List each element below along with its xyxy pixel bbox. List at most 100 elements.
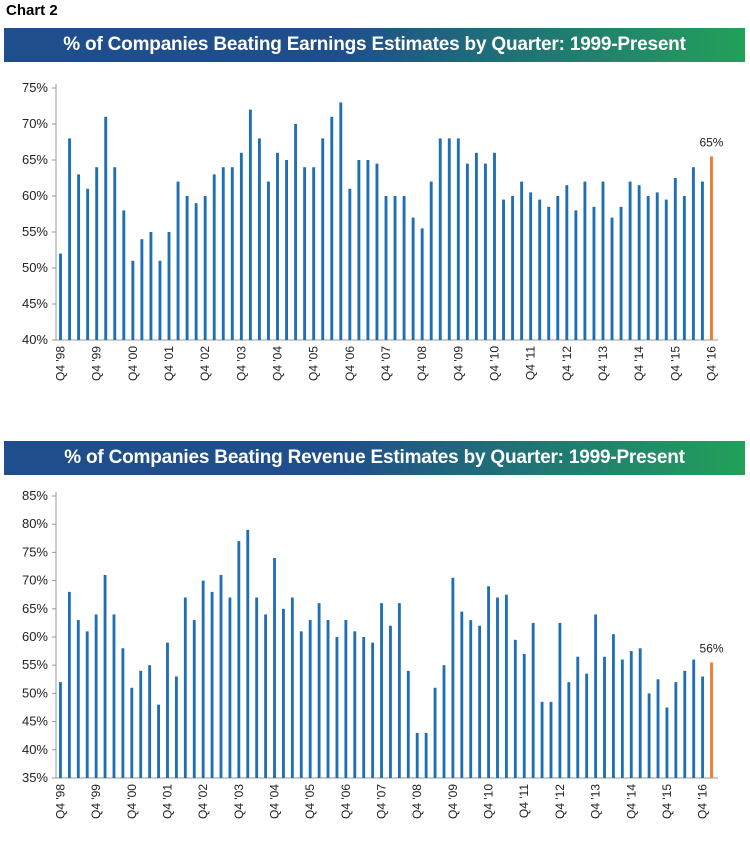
bar	[308, 620, 312, 778]
x-tick-label: Q4 '11	[517, 784, 531, 818]
y-tick-label: 60%	[22, 188, 48, 203]
bar	[478, 625, 482, 778]
x-tick-label: Q4 '00	[125, 784, 139, 819]
x-tick-label: Q4 '07	[379, 346, 393, 381]
bar	[603, 656, 606, 778]
bar	[264, 614, 268, 778]
bar	[294, 124, 298, 340]
bar	[411, 217, 415, 340]
bar	[594, 614, 598, 778]
highlight-bar	[710, 662, 713, 778]
bar	[282, 608, 285, 778]
bar	[682, 196, 686, 340]
bar	[493, 152, 496, 340]
bar	[433, 687, 437, 778]
bar	[465, 163, 469, 340]
x-tick-label: Q4 '15	[668, 346, 682, 381]
y-tick-label: 70%	[22, 116, 48, 131]
x-tick-label: Q4 '09	[451, 346, 465, 381]
y-tick-label: 75%	[22, 544, 48, 559]
bar	[86, 188, 90, 340]
bar	[371, 642, 375, 778]
bar	[646, 196, 650, 340]
bar	[389, 625, 392, 778]
bar	[442, 665, 446, 778]
y-tick-label: 40%	[22, 742, 48, 757]
bar	[558, 622, 562, 778]
x-tick-label: Q4 '05	[303, 784, 317, 819]
bar	[511, 196, 515, 340]
y-tick-label: 60%	[22, 629, 48, 644]
bar	[556, 196, 560, 340]
bar	[130, 687, 134, 778]
x-tick-label: Q4 '02	[196, 784, 210, 819]
y-tick-label: 85%	[22, 488, 48, 503]
bar	[513, 639, 517, 778]
y-tick-label: 55%	[22, 657, 48, 672]
bar	[549, 701, 553, 778]
bar	[303, 167, 307, 340]
y-tick-label: 50%	[22, 260, 48, 275]
x-tick-label: Q4 '16	[696, 784, 710, 819]
y-tick-label: 45%	[22, 714, 48, 729]
bar	[384, 196, 388, 340]
bar	[239, 152, 243, 340]
y-tick-label: 70%	[22, 573, 48, 588]
bar	[420, 228, 424, 340]
bar	[257, 138, 261, 340]
revenue-beat-chart: 35% 40% 45% 50% 55% 60% 65% 70% 75% 80% 85% 56% Q4 '…	[22, 488, 724, 819]
bar	[547, 206, 551, 340]
x-tick-label: Q4 '13	[589, 784, 603, 819]
bar	[628, 181, 632, 340]
x-tick-label: Q4 '09	[446, 784, 460, 819]
bar	[612, 634, 615, 778]
bar	[276, 152, 279, 340]
x-tick-label: Q4 '12	[553, 784, 567, 819]
bar	[185, 196, 189, 340]
bar	[451, 577, 455, 778]
bar	[321, 138, 325, 340]
bar	[77, 174, 81, 340]
bar	[85, 631, 89, 778]
bar	[166, 642, 169, 778]
bar	[456, 138, 460, 340]
bar	[221, 167, 225, 340]
x-tick-label: Q4 '01	[160, 784, 174, 819]
bar	[248, 109, 252, 340]
bar	[601, 181, 605, 340]
bar	[665, 707, 669, 778]
bar	[113, 167, 117, 340]
x-tick-label: Q4 '03	[232, 784, 246, 819]
bar	[285, 160, 288, 340]
bar	[620, 659, 624, 778]
bar	[317, 603, 321, 778]
bar	[230, 167, 234, 340]
bar	[655, 192, 659, 340]
bar	[531, 622, 535, 778]
x-tick-label: Q4 '06	[339, 784, 353, 819]
x-tick-label: Q4 '99	[90, 346, 104, 381]
bar	[585, 673, 589, 778]
x-tick-label: Q4 '02	[198, 346, 212, 381]
bar	[267, 181, 270, 340]
bar	[538, 199, 542, 340]
bar	[504, 594, 508, 778]
bar	[362, 637, 366, 778]
bar	[67, 591, 71, 778]
bar	[158, 260, 162, 340]
bar	[438, 138, 442, 340]
bar	[326, 620, 330, 778]
bar	[424, 732, 428, 778]
bar	[496, 597, 499, 778]
x-tick-label: Q4 '01	[162, 346, 176, 381]
y-tick-label: 65%	[22, 601, 48, 616]
bar	[502, 199, 505, 340]
bar	[460, 611, 464, 778]
bar	[701, 676, 705, 778]
bar	[312, 167, 316, 340]
bar	[406, 670, 410, 778]
bar	[393, 196, 397, 340]
bar	[474, 152, 478, 340]
x-tick-label: Q4 '12	[560, 346, 574, 381]
bar	[683, 670, 687, 778]
